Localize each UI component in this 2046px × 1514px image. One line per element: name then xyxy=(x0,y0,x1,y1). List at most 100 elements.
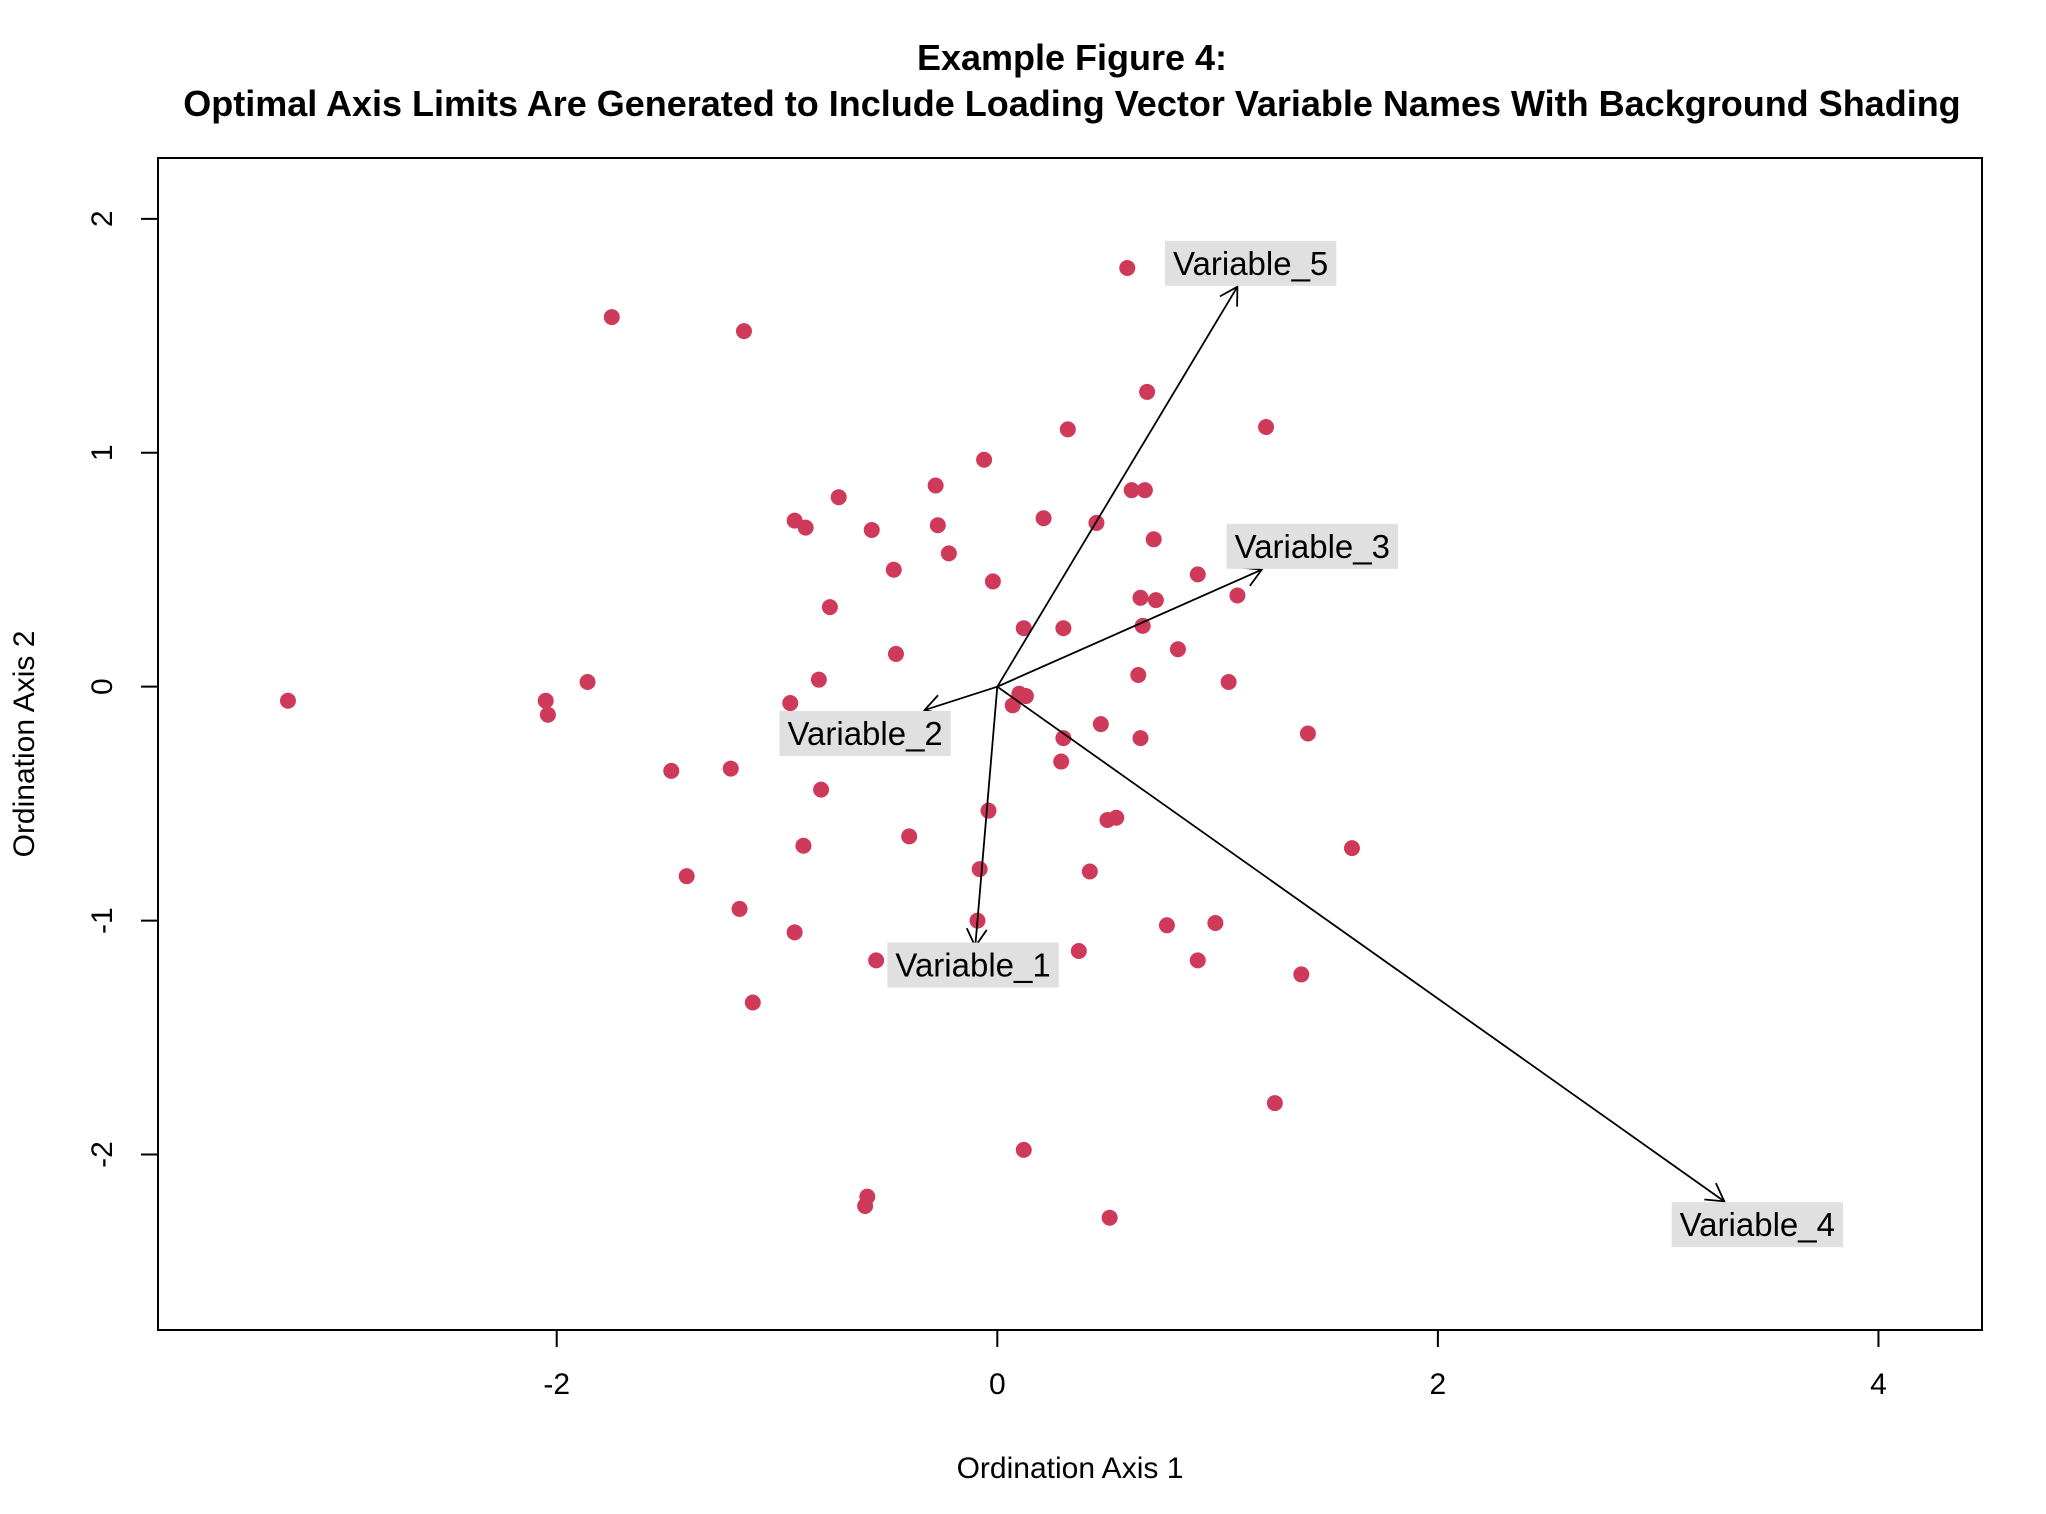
vector-line xyxy=(996,568,1263,688)
vector-line xyxy=(996,685,1725,1203)
data-point xyxy=(1017,688,1034,705)
data-point xyxy=(797,519,814,536)
vector-line xyxy=(996,286,1239,688)
data-point xyxy=(1293,966,1310,983)
data-point xyxy=(1145,531,1162,548)
data-point xyxy=(1081,863,1098,880)
data-point xyxy=(1258,419,1275,436)
data-point xyxy=(1101,1209,1118,1226)
data-point xyxy=(735,323,752,340)
x-axis: -2 0 2 4 xyxy=(543,1330,1887,1401)
data-point xyxy=(813,781,830,798)
vector-label: Variable_5 xyxy=(1173,245,1328,282)
data-points xyxy=(279,259,1360,1226)
data-point xyxy=(857,1198,874,1215)
data-point xyxy=(539,706,556,723)
data-point xyxy=(868,952,885,969)
data-point xyxy=(980,802,997,819)
data-point xyxy=(940,545,957,562)
vector-label-background xyxy=(1164,240,1337,286)
data-point xyxy=(887,645,904,662)
data-point xyxy=(1015,1141,1032,1158)
data-point xyxy=(1147,592,1164,609)
data-point xyxy=(929,517,946,534)
vector-label-group: Variable_3 xyxy=(1226,523,1398,569)
data-point xyxy=(1299,725,1316,742)
vector-arrowhead xyxy=(1219,285,1239,307)
y-tick-label: -1 xyxy=(86,907,119,934)
vector-label-group: Variable_2 xyxy=(779,710,951,756)
data-point xyxy=(1229,587,1246,604)
y-axis: -2 -1 0 1 2 xyxy=(86,210,158,1168)
data-point xyxy=(1119,259,1136,276)
loading-vector xyxy=(996,285,1239,688)
data-point xyxy=(885,561,902,578)
data-point xyxy=(731,900,748,917)
chart-title: Example Figure 4: xyxy=(917,37,1227,78)
loading-vectors xyxy=(922,285,1726,1203)
data-point xyxy=(537,692,554,709)
data-point xyxy=(976,451,993,468)
x-tick-label: 4 xyxy=(1870,1368,1887,1401)
x-tick-label: -2 xyxy=(543,1368,570,1401)
data-point xyxy=(1207,914,1224,931)
y-tick-label: 0 xyxy=(86,678,119,695)
data-point xyxy=(1070,943,1087,960)
data-point xyxy=(722,760,739,777)
vector-label-group: Variable_4 xyxy=(1671,1202,1843,1248)
data-point xyxy=(1266,1095,1283,1112)
loading-vector xyxy=(996,685,1726,1203)
data-point xyxy=(663,762,680,779)
data-point xyxy=(782,695,799,712)
data-point xyxy=(1132,589,1149,606)
data-point xyxy=(1343,840,1360,857)
data-point xyxy=(1158,917,1175,934)
data-point xyxy=(1123,482,1140,499)
data-point xyxy=(810,671,827,688)
y-axis-label: Ordination Axis 2 xyxy=(8,631,41,858)
vector-label: Variable_4 xyxy=(1680,1206,1835,1243)
vector-line xyxy=(974,686,999,947)
data-point xyxy=(1139,383,1156,400)
x-axis-label: Ordination Axis 1 xyxy=(957,1452,1184,1485)
data-point xyxy=(579,674,596,691)
vector-label: Variable_1 xyxy=(895,947,1050,984)
x-tick-label: 2 xyxy=(1430,1368,1447,1401)
vector-label: Variable_2 xyxy=(787,715,942,752)
data-point xyxy=(795,837,812,854)
data-point xyxy=(1134,617,1151,634)
data-point xyxy=(1136,482,1153,499)
y-tick-label: 2 xyxy=(86,210,119,227)
vector-label: Variable_3 xyxy=(1235,528,1390,565)
data-point xyxy=(1169,641,1186,658)
data-point xyxy=(1220,674,1237,691)
plot-area-frame xyxy=(157,157,1983,1331)
vector-labels: Variable_1 Variable_2 Variable_3 Variable_4… xyxy=(779,240,1843,1248)
data-point xyxy=(279,692,296,709)
data-point xyxy=(927,477,944,494)
data-point xyxy=(1108,809,1125,826)
chart-subtitle: Optimal Axis Limits Are Generated to Inc… xyxy=(183,83,1960,124)
data-point xyxy=(863,521,880,538)
data-point xyxy=(1055,730,1072,747)
data-point xyxy=(1053,753,1070,770)
data-point xyxy=(1130,666,1147,683)
data-point xyxy=(786,924,803,941)
data-point xyxy=(984,573,1001,590)
vector-arrowhead xyxy=(1704,1182,1726,1203)
data-point xyxy=(1132,730,1149,747)
vector-line xyxy=(924,685,998,711)
data-point xyxy=(1189,566,1206,583)
vector-label-background xyxy=(779,710,951,756)
data-point xyxy=(1189,952,1206,969)
loading-vector xyxy=(996,566,1264,688)
data-point xyxy=(603,309,620,326)
data-point xyxy=(821,599,838,616)
data-point xyxy=(1035,510,1052,527)
data-point xyxy=(1092,716,1109,733)
data-point xyxy=(744,994,761,1011)
data-point xyxy=(678,868,695,885)
loading-vector xyxy=(922,685,998,716)
